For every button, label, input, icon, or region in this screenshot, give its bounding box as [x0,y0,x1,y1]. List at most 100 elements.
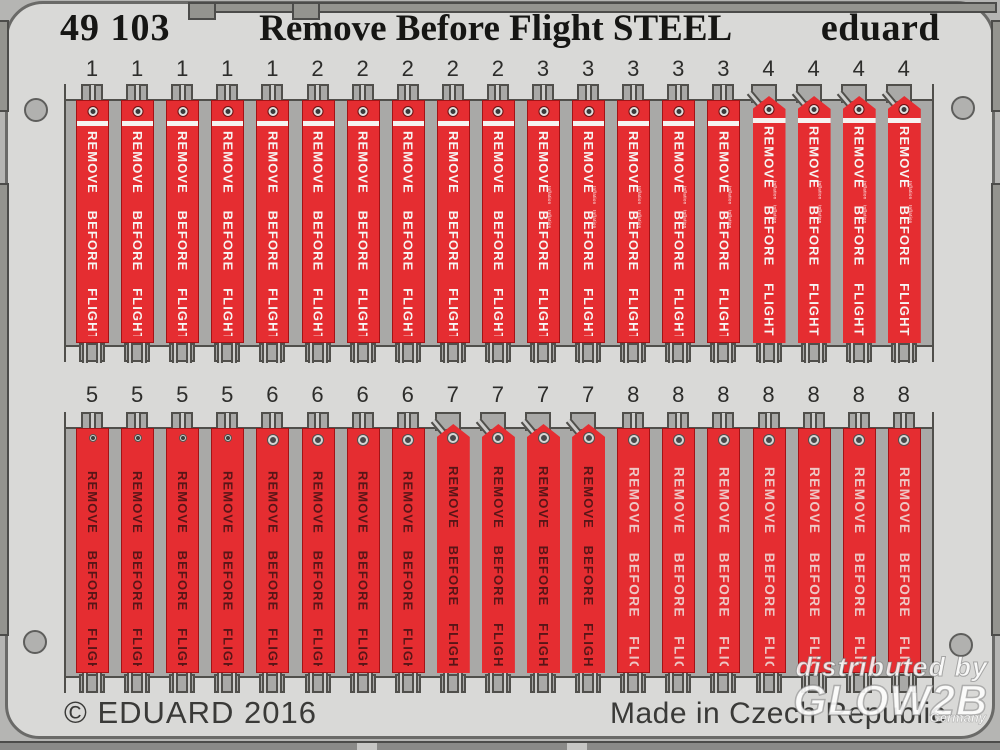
tag-text-area: REMOVE BEFORE FLIGHT [888,126,921,337]
product-title: Remove Before Flight STEEL [259,8,733,49]
sprue-pin [501,341,508,363]
grommet [628,435,639,445]
sprue-pin [862,341,869,363]
tag-number-label: 3 [627,56,640,81]
sprue-pin [719,85,727,105]
tag-text-area: REMOVE BEFORE FLIGHT [754,467,785,666]
tag-number-label: 8 [717,382,730,407]
tag-text-area: REMOVE BEFORE FLIGHT [348,131,379,336]
sprue-pin [359,85,367,105]
rbf-tag: REMOVE BEFORE FLIGHT [301,428,335,673]
sprue-pin [82,671,88,693]
grommet [224,435,231,441]
grommet [674,107,684,116]
grommet [899,435,910,445]
sprue-pin [276,671,283,693]
sprue-pin [141,341,148,363]
tag-text: REMOVE BEFORE FLIGHT [851,126,867,337]
sprue-pin [772,671,779,693]
tag-text-area: REMOVE BEFORE FLIGHT [393,131,424,336]
sprue-pin [127,671,134,693]
tag-number-label: 8 [852,382,865,407]
tag-stripe [618,121,650,126]
tag-number-label: 2 [446,56,459,81]
sprue-pin [713,341,720,363]
sprue-pin [907,671,914,693]
tag-number-label: 6 [266,382,279,407]
sprue-pin [855,413,863,433]
sheet-hole [949,633,973,657]
rbf-tag: REMOVE BEFORE FLIGHT Inflation Inflation [662,100,696,343]
frame-bottom-gap [357,743,377,750]
sprue-pin [547,671,553,693]
tag-text: REMOVE BEFORE FLIGHT [400,131,416,336]
sprue-pin [533,341,539,363]
rbf-tag: REMOVE BEFORE FLIGHT [887,428,921,673]
tag-text-area: REMOVE BEFORE FLIGHT [527,466,560,667]
tag-stripe [752,118,786,123]
sprue-pin [456,671,463,693]
tag-micro-text: Inflation Inflation [682,186,688,229]
sprue-pin [217,671,224,693]
grommet [719,107,729,116]
tag-text-area: REMOVE BEFORE FLIGHT [122,471,153,666]
sprue-pin [727,341,734,363]
tag-text-area: REMOVE BEFORE FLIGHT [753,126,786,337]
sprue-pin [172,341,179,363]
sprue-pin [713,671,720,693]
tag-text: REMOVE BEFORE FLIGHT [220,471,236,666]
tag-number-label: 7 [446,382,459,407]
sprue-pin [623,671,630,693]
sprue-pin [848,671,855,693]
sprue-pin [862,671,869,693]
sprue-pin [307,341,314,363]
tag-stripe [708,121,740,126]
sheet-hole [24,98,48,122]
rbf-tag: REMOVE BEFORE FLIGHT Inflation Inflation [797,96,831,343]
tag-text: REMOVE BEFORE FLIGHT [355,471,371,666]
sprue-pin [494,85,502,105]
tag-text-area: REMOVE BEFORE FLIGHT [618,131,649,336]
sprue-pin [411,671,418,693]
rbf-tag: REMOVE BEFORE FLIGHT [527,424,560,673]
tag-text: REMOVE BEFORE FLIGHT [130,471,146,666]
tag-stripe [482,121,514,126]
tag-text: REMOVE BEFORE FLIGHT [490,131,506,336]
tag-micro-text: Inflation Inflation [727,186,733,229]
grommet [178,107,188,116]
grommet [448,433,459,443]
tag-text: REMOVE BEFORE FLIGHT [851,467,867,666]
tag-stripe [528,121,559,126]
sprue-pin [397,341,404,363]
tag-text: REMOVE BEFORE FLIGHT [265,131,281,336]
sprue-pin [682,341,689,363]
rbf-tag: REMOVE BEFORE FLIGHT Inflation Inflation [707,100,741,343]
sheet-hole [23,630,47,654]
tag-stripe [77,121,108,126]
grommet [268,107,278,116]
tag-text: REMOVE BEFORE FLIGHT [626,131,642,336]
tag-number-label: 8 [807,382,820,407]
sprue-pin [321,341,328,363]
grommet [764,105,774,114]
rbf-tag: REMOVE BEFORE FLIGHT [166,100,200,343]
frame-bottom-band [0,741,1000,750]
grommet [673,435,684,445]
sprue-pin [487,671,494,693]
grommet [267,435,278,445]
rbf-tag: REMOVE BEFORE FLIGHT [436,100,470,343]
rbf-tag: REMOVE BEFORE FLIGHT [166,428,200,673]
tag-text: REMOVE BEFORE FLIGHT [310,131,326,336]
frame-bottom-gap [567,743,587,750]
sprue-pin [321,671,328,693]
tag-text-area: REMOVE BEFORE FLIGHT [257,131,288,336]
tag-number-label: 1 [221,56,234,81]
sprue-pin [674,413,682,433]
tag-micro-text: Inflation Inflation [817,181,823,224]
grommet [809,435,820,445]
tag-number-label: 5 [176,382,189,407]
tag-text-area: REMOVE BEFORE FLIGHT [843,126,876,337]
tag-text: REMOVE BEFORE FLIGHT [806,467,822,666]
sprue-pin [758,671,765,693]
sprue-pin [178,85,186,105]
